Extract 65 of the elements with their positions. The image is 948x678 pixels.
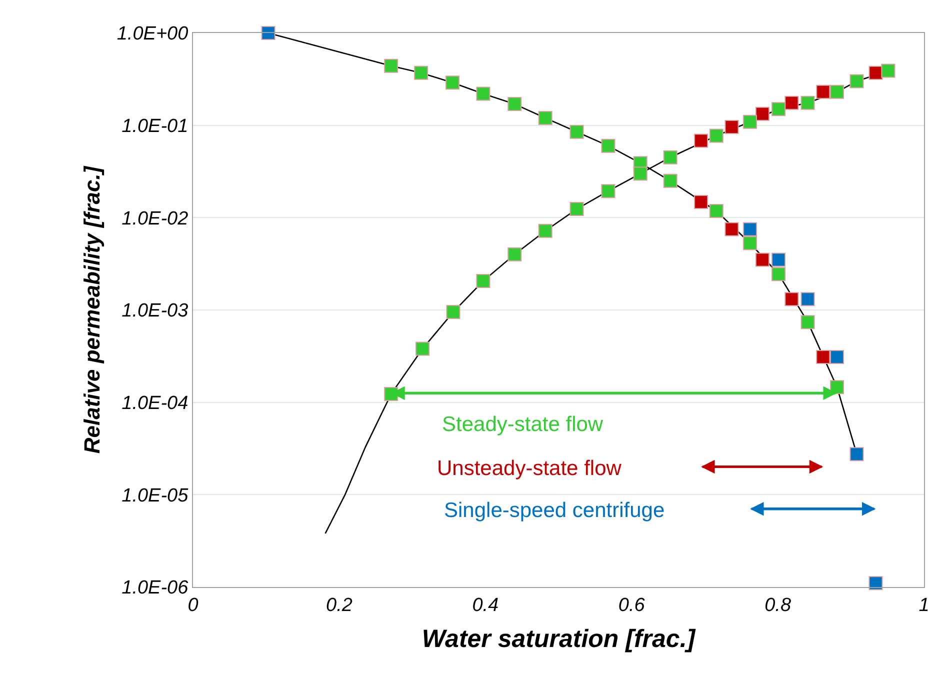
point	[830, 350, 844, 364]
point	[784, 292, 799, 306]
point	[784, 96, 799, 110]
point	[694, 194, 708, 209]
y-tick-label: 1.0E-03	[122, 300, 189, 322]
point	[508, 97, 522, 112]
point	[816, 84, 830, 99]
x-tick-label: 0	[188, 594, 199, 616]
y-tick-label: 1.0E-02	[122, 208, 189, 230]
point	[384, 58, 398, 73]
point	[663, 150, 678, 164]
x-tick-label: 0.8	[764, 594, 792, 616]
x-tick-label: 0.4	[472, 594, 499, 616]
x-tick-label: 0.2	[326, 594, 353, 616]
point	[633, 166, 648, 181]
point	[881, 64, 896, 78]
point	[414, 66, 428, 80]
point	[830, 380, 844, 394]
point	[508, 247, 522, 262]
point	[850, 74, 864, 88]
point	[755, 106, 770, 121]
point	[538, 224, 552, 238]
point	[694, 134, 708, 148]
y-tick-label: 1.0E-06	[122, 578, 189, 599]
point	[601, 138, 616, 153]
annotation: Unsteady-state flow	[437, 457, 622, 480]
point	[724, 120, 739, 134]
point	[850, 447, 864, 462]
y-tick-label: 1.0E-04	[122, 392, 188, 414]
point	[663, 174, 678, 188]
point	[416, 342, 430, 356]
y-tick-label: 1.0E+00	[116, 24, 189, 45]
point	[743, 114, 758, 129]
point	[743, 236, 758, 250]
point	[601, 184, 616, 198]
y-tick-label: 1.0E-05	[122, 485, 189, 506]
point	[446, 76, 460, 90]
point	[446, 305, 460, 320]
point	[743, 222, 758, 236]
point	[772, 267, 786, 282]
point	[261, 26, 276, 40]
point	[772, 102, 786, 116]
y-tick-label: 1.0E-01	[122, 116, 188, 137]
y-axis-title: Relative permeability [frac.]	[80, 166, 105, 454]
point	[868, 576, 883, 590]
point	[709, 128, 724, 143]
annotation: Single-speed centrifuge	[444, 499, 665, 522]
point	[816, 350, 830, 364]
point	[570, 124, 584, 139]
point	[830, 84, 844, 99]
point	[800, 96, 815, 110]
point	[570, 202, 584, 216]
point	[476, 86, 490, 101]
point	[800, 315, 815, 330]
x-tick-label: 0.6	[618, 594, 646, 616]
point	[724, 222, 739, 236]
x-tick-label: 1	[918, 594, 930, 616]
point	[709, 204, 724, 218]
point	[800, 292, 815, 306]
point	[476, 274, 490, 288]
point	[755, 252, 770, 267]
point	[538, 111, 552, 126]
point	[772, 252, 786, 267]
x-axis-title: Water saturation [frac.]	[422, 624, 697, 653]
annotation: Steady-state flow	[442, 413, 604, 436]
